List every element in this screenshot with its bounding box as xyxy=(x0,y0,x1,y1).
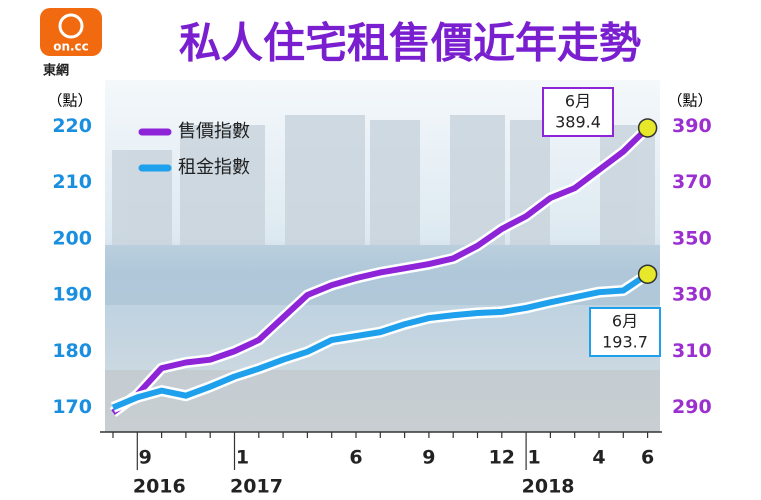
annotation-value: 389.4 xyxy=(555,113,601,132)
y-tick-label: 220 xyxy=(52,115,92,137)
logo-ring xyxy=(58,13,84,39)
y-axis-label: （點） xyxy=(47,92,92,110)
y-tick-label: 200 xyxy=(52,227,92,249)
legend-label: 租金指數 xyxy=(178,157,250,178)
logo-caption: 東網 xyxy=(43,63,69,79)
y2-tick-label: 350 xyxy=(672,227,712,249)
x-tick-label: 9 xyxy=(422,447,435,469)
end-marker xyxy=(637,118,658,138)
y2-tick-label: 310 xyxy=(672,340,712,362)
annotation-box xyxy=(542,87,614,137)
chart-title: 私人住宅租售價近年走勢 xyxy=(179,19,641,68)
y2-tick-label: 330 xyxy=(672,284,712,306)
promenade xyxy=(105,370,660,432)
x-tick-label: 6 xyxy=(641,447,654,469)
x-tick-label: 1 xyxy=(527,447,540,469)
y2-tick-label: 290 xyxy=(672,396,712,418)
legend-label: 售價指數 xyxy=(178,121,250,142)
annotation-box xyxy=(589,307,661,357)
logo-text: on.cc xyxy=(53,40,89,54)
y-tick-label: 210 xyxy=(52,171,92,193)
x-tick-label: 9 xyxy=(139,447,152,469)
y-tick-label: 190 xyxy=(52,284,92,306)
end-marker xyxy=(637,264,658,284)
line xyxy=(111,271,650,411)
y2-axis-label: （點） xyxy=(667,92,712,110)
y2-tick-label: 370 xyxy=(672,171,712,193)
x-tick-label: 6 xyxy=(349,447,362,469)
x-tick-label: 1 xyxy=(236,447,249,469)
annotation-label: 6月 xyxy=(612,312,638,331)
logo-box xyxy=(40,8,102,56)
annotation-value: 193.7 xyxy=(602,333,648,352)
y-tick-label: 170 xyxy=(52,396,92,418)
y2-tick-label: 390 xyxy=(672,115,712,137)
x-tick-label: 4 xyxy=(592,447,605,469)
x-year-label: 2018 xyxy=(522,476,575,498)
y-tick-label: 180 xyxy=(52,340,92,362)
line xyxy=(111,125,650,415)
annotation-label: 6月 xyxy=(565,92,591,111)
x-year-label: 2017 xyxy=(230,476,283,498)
x-year-label: 2016 xyxy=(133,476,186,498)
buildings xyxy=(112,115,655,245)
x-tick-label: 12 xyxy=(489,447,515,469)
